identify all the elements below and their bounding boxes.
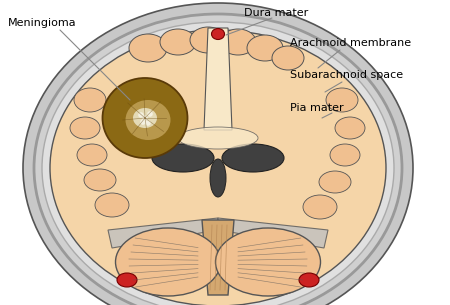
Ellipse shape	[126, 100, 171, 140]
Text: Subarachnoid space: Subarachnoid space	[290, 70, 403, 80]
Ellipse shape	[50, 30, 386, 305]
Ellipse shape	[220, 29, 256, 55]
Ellipse shape	[77, 144, 107, 166]
Ellipse shape	[272, 46, 304, 70]
Ellipse shape	[330, 144, 360, 166]
Ellipse shape	[42, 22, 394, 305]
Ellipse shape	[326, 88, 358, 112]
Ellipse shape	[335, 117, 365, 139]
Polygon shape	[204, 28, 232, 130]
Circle shape	[142, 115, 148, 121]
Ellipse shape	[299, 273, 319, 287]
Ellipse shape	[160, 29, 196, 55]
FancyBboxPatch shape	[133, 238, 302, 305]
Text: Arachnoid membrane: Arachnoid membrane	[290, 38, 411, 48]
Text: Dura mater: Dura mater	[244, 8, 308, 18]
Circle shape	[140, 119, 146, 125]
Ellipse shape	[117, 273, 137, 287]
Ellipse shape	[34, 14, 402, 305]
Text: Meningioma: Meningioma	[8, 18, 76, 28]
Circle shape	[138, 112, 144, 118]
Ellipse shape	[23, 3, 413, 305]
Ellipse shape	[222, 144, 284, 172]
Ellipse shape	[190, 27, 226, 53]
Ellipse shape	[74, 88, 106, 112]
Text: Pia mater: Pia mater	[290, 103, 344, 113]
Ellipse shape	[303, 195, 337, 219]
Ellipse shape	[216, 228, 320, 296]
Ellipse shape	[84, 169, 116, 191]
Ellipse shape	[247, 35, 283, 61]
Ellipse shape	[70, 117, 100, 139]
Ellipse shape	[95, 193, 129, 217]
Ellipse shape	[129, 34, 167, 62]
Polygon shape	[108, 218, 218, 248]
Ellipse shape	[116, 228, 220, 296]
Ellipse shape	[319, 171, 351, 193]
Ellipse shape	[178, 127, 258, 149]
Circle shape	[147, 111, 153, 117]
Ellipse shape	[210, 159, 226, 197]
Ellipse shape	[212, 28, 225, 40]
Ellipse shape	[152, 144, 214, 172]
Polygon shape	[218, 218, 328, 248]
Ellipse shape	[103, 78, 188, 158]
Circle shape	[145, 120, 151, 126]
Ellipse shape	[133, 108, 157, 128]
Polygon shape	[202, 220, 234, 295]
